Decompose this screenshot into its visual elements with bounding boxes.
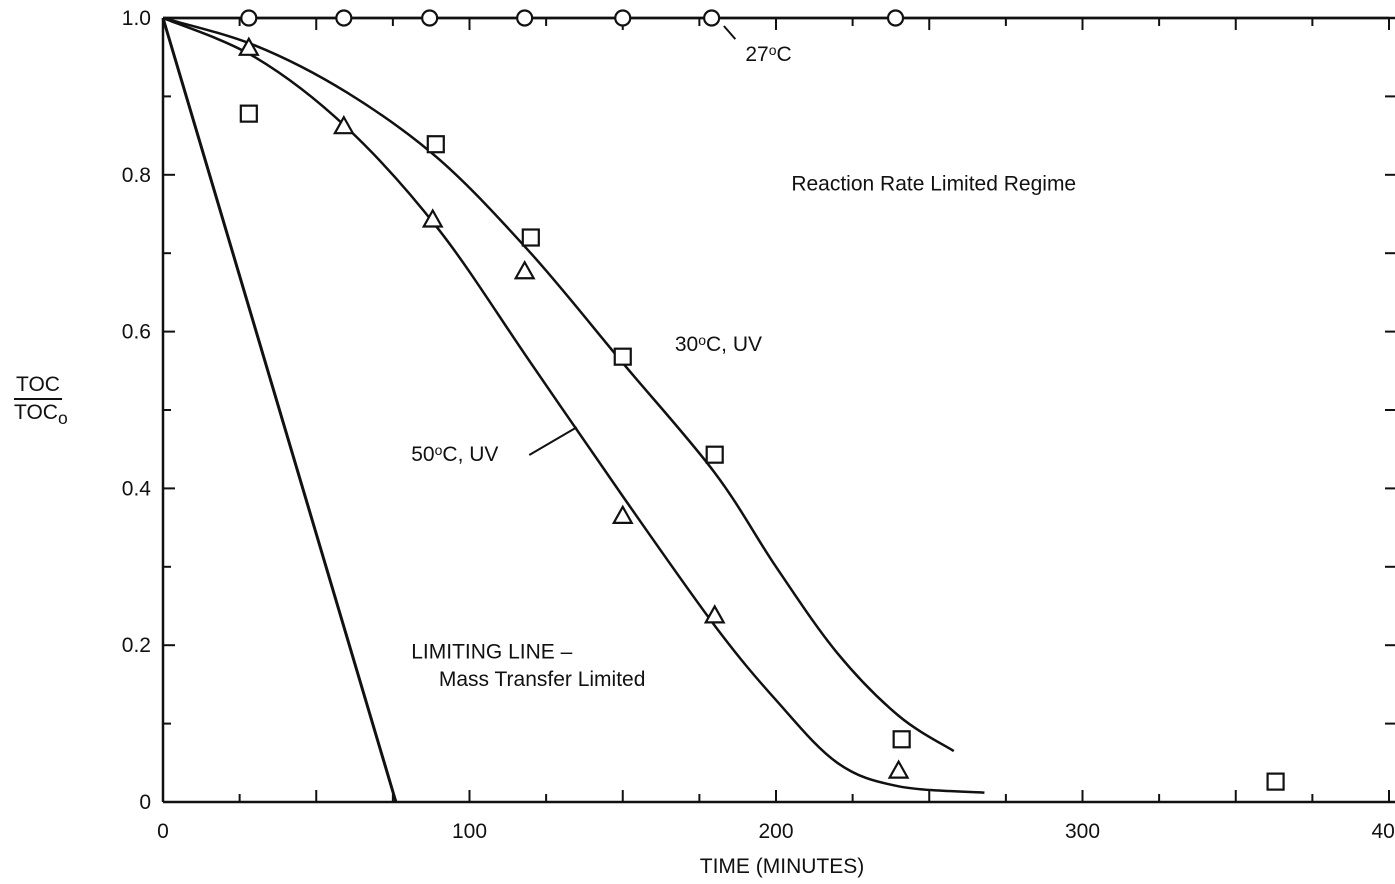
circle-marker xyxy=(703,9,721,27)
label-mass-transfer-limited: Mass Transfer Limited xyxy=(439,668,646,691)
y-tick-label: 0.6 xyxy=(122,321,151,344)
annotation-text: 30 xyxy=(675,333,698,356)
x-tick-label: 0 xyxy=(157,820,169,843)
square-marker xyxy=(426,135,445,154)
square-marker xyxy=(613,347,632,366)
y-tick-label: 0.2 xyxy=(122,634,151,657)
y-axis-title-numerator: TOC xyxy=(14,372,62,401)
x-tick-label: 300 xyxy=(1065,820,1100,843)
annotation-text: C xyxy=(777,43,792,66)
triangle-marker xyxy=(703,604,726,624)
triangle-marker xyxy=(513,259,536,280)
y-tick-label: 0.8 xyxy=(122,164,151,187)
label-27c: 27oC xyxy=(745,43,791,67)
y-tick-label: 0 xyxy=(139,791,151,814)
leader-27c xyxy=(723,25,737,40)
circle-marker xyxy=(614,9,632,27)
circle-marker xyxy=(240,9,258,27)
degree-superscript: o xyxy=(435,442,443,458)
degree-superscript: o xyxy=(698,333,706,349)
annotation-text: C, UV xyxy=(706,333,762,356)
label-50c-uv: 50oC, UV xyxy=(411,442,498,466)
square-marker xyxy=(892,730,911,749)
triangle-marker xyxy=(611,504,634,524)
circle-marker xyxy=(421,9,439,27)
triangle-marker xyxy=(887,759,910,779)
y-axis-title-denominator: TOCo xyxy=(14,401,68,429)
tick-labels: 0 100 200 300 400 0 0.2 0.4 0.6 0.8 1.0 xyxy=(122,7,1395,843)
triangle-marker xyxy=(421,208,444,228)
axes xyxy=(161,16,1395,804)
annotation-text: LIMITING LINE – xyxy=(411,641,572,664)
limiting-line xyxy=(161,17,398,803)
y-axis-title: TOC TOCo xyxy=(14,372,86,430)
triangle-marker xyxy=(332,114,355,135)
square-marker xyxy=(521,228,540,247)
circle-marker xyxy=(335,9,353,27)
degree-superscript: o xyxy=(769,43,777,59)
annotation-text: C, UV xyxy=(442,443,498,466)
x-tick-label: 200 xyxy=(758,820,793,843)
square-marker xyxy=(705,445,724,464)
y-tick-label: 1.0 xyxy=(122,7,151,30)
annotation-text: 27 xyxy=(745,43,768,66)
x-tick-label: 100 xyxy=(452,820,487,843)
x-axis-title: TIME (MINUTES) xyxy=(700,855,864,878)
label-30c-uv: 30oC, UV xyxy=(675,333,762,357)
annotation-text: Mass Transfer Limited xyxy=(439,668,646,691)
square-marker xyxy=(1266,772,1285,791)
circle-marker xyxy=(886,9,905,27)
series-markers xyxy=(237,9,1285,791)
annotation-text: 50 xyxy=(411,443,434,466)
square-marker xyxy=(239,104,258,123)
x-tick-label: 400 xyxy=(1371,820,1395,843)
y-tick-label: 0.4 xyxy=(122,477,152,500)
triangle-marker xyxy=(237,36,260,56)
circle-marker xyxy=(516,9,534,27)
leader-50c-uv xyxy=(528,426,578,456)
annotation-text: Reaction Rate Limited Regime xyxy=(791,172,1076,195)
series-curves xyxy=(161,16,1389,803)
label-limiting-line: LIMITING LINE – xyxy=(411,641,572,664)
label-reaction-rate-regime: Reaction Rate Limited Regime xyxy=(791,172,1076,195)
curve-50c-uv xyxy=(162,16,985,794)
